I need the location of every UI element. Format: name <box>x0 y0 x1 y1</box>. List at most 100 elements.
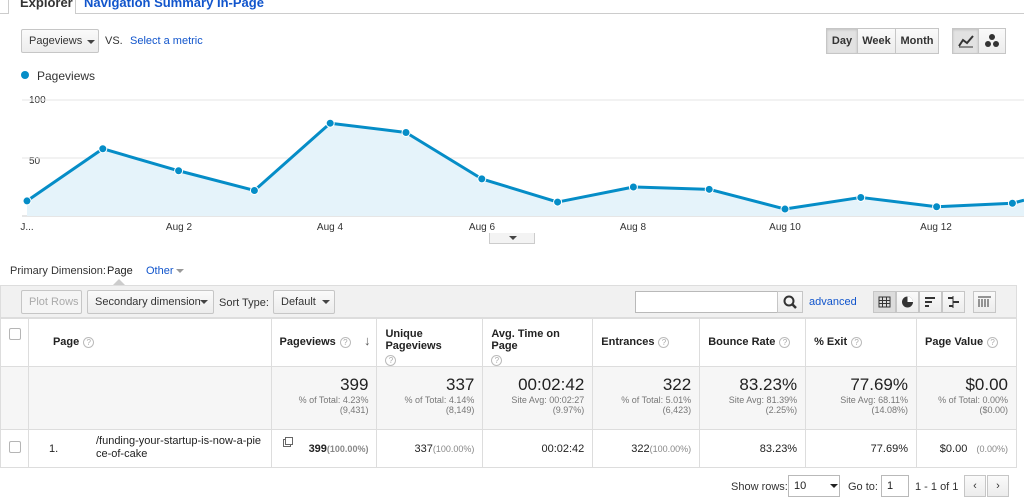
sort-descending-icon: ↓ <box>363 333 371 348</box>
pie-view-button[interactable] <box>896 291 919 313</box>
chevron-down-icon <box>200 300 208 304</box>
total-reference: (9.97%) <box>552 405 585 415</box>
total-share: % of Total: 4.23% <box>298 395 369 405</box>
total-reference: (14.08%) <box>871 405 908 415</box>
sort-type-dropdown[interactable]: Default <box>273 290 335 314</box>
data-point <box>932 202 942 212</box>
line-chart <box>22 99 1024 217</box>
help-icon[interactable]: ? <box>385 355 397 366</box>
data-point <box>553 197 563 207</box>
tab-navigation-summary[interactable]: Navigation Summary <box>84 0 214 10</box>
pageviews-cell: 399(100.00%) <box>270 429 378 468</box>
tab-explorer[interactable]: Explorer <box>8 0 76 14</box>
secondary-dimension-dropdown[interactable]: Secondary dimension <box>87 290 214 314</box>
table-search-input[interactable] <box>635 291 778 313</box>
data-point <box>174 166 184 176</box>
select-all-cell <box>0 318 29 367</box>
term-cloud-view-button[interactable] <box>973 291 996 313</box>
totals-row: 399% of Total: 4.23% (9,431) 337% of Tota… <box>0 366 1018 430</box>
total-reference: (9,431) <box>339 405 369 415</box>
metric-dropdown[interactable]: Pageviews <box>21 29 99 53</box>
chevron-down-icon <box>830 484 838 488</box>
week-button[interactable]: Week <box>858 28 896 54</box>
column-header-pageviews[interactable]: Pageviews? ↓ <box>270 318 378 367</box>
open-page-icon[interactable] <box>282 437 293 447</box>
report-tabs: Explorer Navigation Summary In-Page <box>0 0 1024 14</box>
column-header-avg-time[interactable]: Avg. Time on Page? <box>482 318 594 367</box>
column-header-unique-pageviews[interactable]: Unique Pageviews? <box>376 318 484 367</box>
bar-chart-icon <box>925 297 935 307</box>
legend-marker <box>21 71 29 79</box>
primary-dimension-label: Primary Dimension: <box>10 265 106 277</box>
total-cell: $0.00% of Total: 0.00% ($0.00) <box>915 366 1018 430</box>
data-point <box>856 192 866 202</box>
motion-chart-button[interactable] <box>979 28 1006 54</box>
x-tick-label: Aug 10 <box>769 222 801 233</box>
comparison-icon <box>948 296 959 308</box>
total-value: $0.00 <box>965 375 1008 394</box>
goto-input[interactable]: 1 <box>881 475 909 497</box>
total-cell: 337% of Total: 4.14% (8,149) <box>376 366 484 430</box>
selected-dimension-pointer <box>113 279 125 285</box>
next-page-button[interactable]: › <box>987 475 1009 497</box>
help-icon[interactable]: ? <box>491 355 503 366</box>
primary-dimension-other[interactable]: Other <box>146 265 184 277</box>
bubble-chart-icon <box>985 34 999 47</box>
row-index: 1. <box>48 443 59 455</box>
total-value: 399 <box>340 375 369 394</box>
column-header-entrances[interactable]: Entrances? <box>592 318 701 367</box>
help-icon[interactable]: ? <box>339 336 351 348</box>
page-path-line: ce-of-cake <box>95 448 148 460</box>
help-icon[interactable]: ? <box>851 336 863 348</box>
page-value-value: $0.00 <box>939 442 968 455</box>
primary-dimension-page[interactable]: Page <box>107 265 133 277</box>
page-value-cell: $0.00 (0.00%) <box>915 429 1018 468</box>
chevron-right-icon: › <box>996 480 1000 492</box>
show-rows-dropdown[interactable]: 10 <box>788 475 840 497</box>
sort-type-label: Sort Type: <box>219 297 269 309</box>
x-tick-label: Aug 12 <box>920 222 952 233</box>
help-icon[interactable]: ? <box>987 336 999 348</box>
previous-page-button[interactable]: ‹ <box>964 475 986 497</box>
column-header-page-value[interactable]: Page Value? <box>915 318 1018 367</box>
vs-label: VS. <box>105 35 123 47</box>
row-checkbox[interactable] <box>9 441 21 453</box>
total-cell: 77.69% Site Avg: 68.11% (14.08%) <box>805 366 917 430</box>
plot-rows-button[interactable]: Plot Rows <box>21 290 82 314</box>
totals-empty-cell <box>27 366 272 430</box>
chart-collapse-toggle[interactable] <box>489 233 535 244</box>
data-point <box>401 127 411 137</box>
column-header-label: Avg. Time on Page <box>491 328 560 352</box>
chevron-down-icon <box>176 269 184 273</box>
x-tick-label: Aug 2 <box>165 222 193 233</box>
column-header-label: Unique Pageviews <box>385 328 442 352</box>
total-value: 77.69% <box>850 375 908 394</box>
advanced-filter-link[interactable]: advanced <box>809 296 857 308</box>
x-tick-label: Aug 8 <box>619 222 647 233</box>
total-cell: 322% of Total: 5.01% (6,423) <box>592 366 701 430</box>
y-tick-label: 50 <box>29 156 41 167</box>
comparison-view-button[interactable] <box>942 291 965 313</box>
table-view-button[interactable] <box>873 291 896 313</box>
primary-dimension-other-label: Other <box>146 265 174 277</box>
help-icon[interactable]: ? <box>83 336 95 348</box>
page-path-link[interactable]: /funding-your-startup-is-now-a-pie ce-of-… <box>96 435 261 461</box>
pageviews-share: (100.00%) <box>326 443 369 454</box>
column-header-exit[interactable]: % Exit? <box>805 318 917 367</box>
search-button[interactable] <box>777 291 803 313</box>
select-all-checkbox[interactable] <box>9 328 21 340</box>
day-button[interactable]: Day <box>826 28 858 54</box>
show-rows-value: 10 <box>794 480 807 492</box>
tab-in-page[interactable]: In-Page <box>217 0 264 10</box>
performance-view-button[interactable] <box>919 291 942 313</box>
column-header-bounce-rate[interactable]: Bounce Rate? <box>699 318 807 367</box>
month-button[interactable]: Month <box>896 28 939 54</box>
row-select-cell <box>0 429 29 468</box>
column-header-page[interactable]: Page? <box>27 318 272 367</box>
line-chart-button[interactable] <box>952 28 979 54</box>
select-metric-link[interactable]: Select a metric <box>130 35 203 47</box>
grid-icon <box>878 296 891 308</box>
page-path-line: /funding-your-startup-is-now-a-pie <box>95 435 262 447</box>
help-icon[interactable]: ? <box>779 336 791 348</box>
help-icon[interactable]: ? <box>658 336 670 348</box>
